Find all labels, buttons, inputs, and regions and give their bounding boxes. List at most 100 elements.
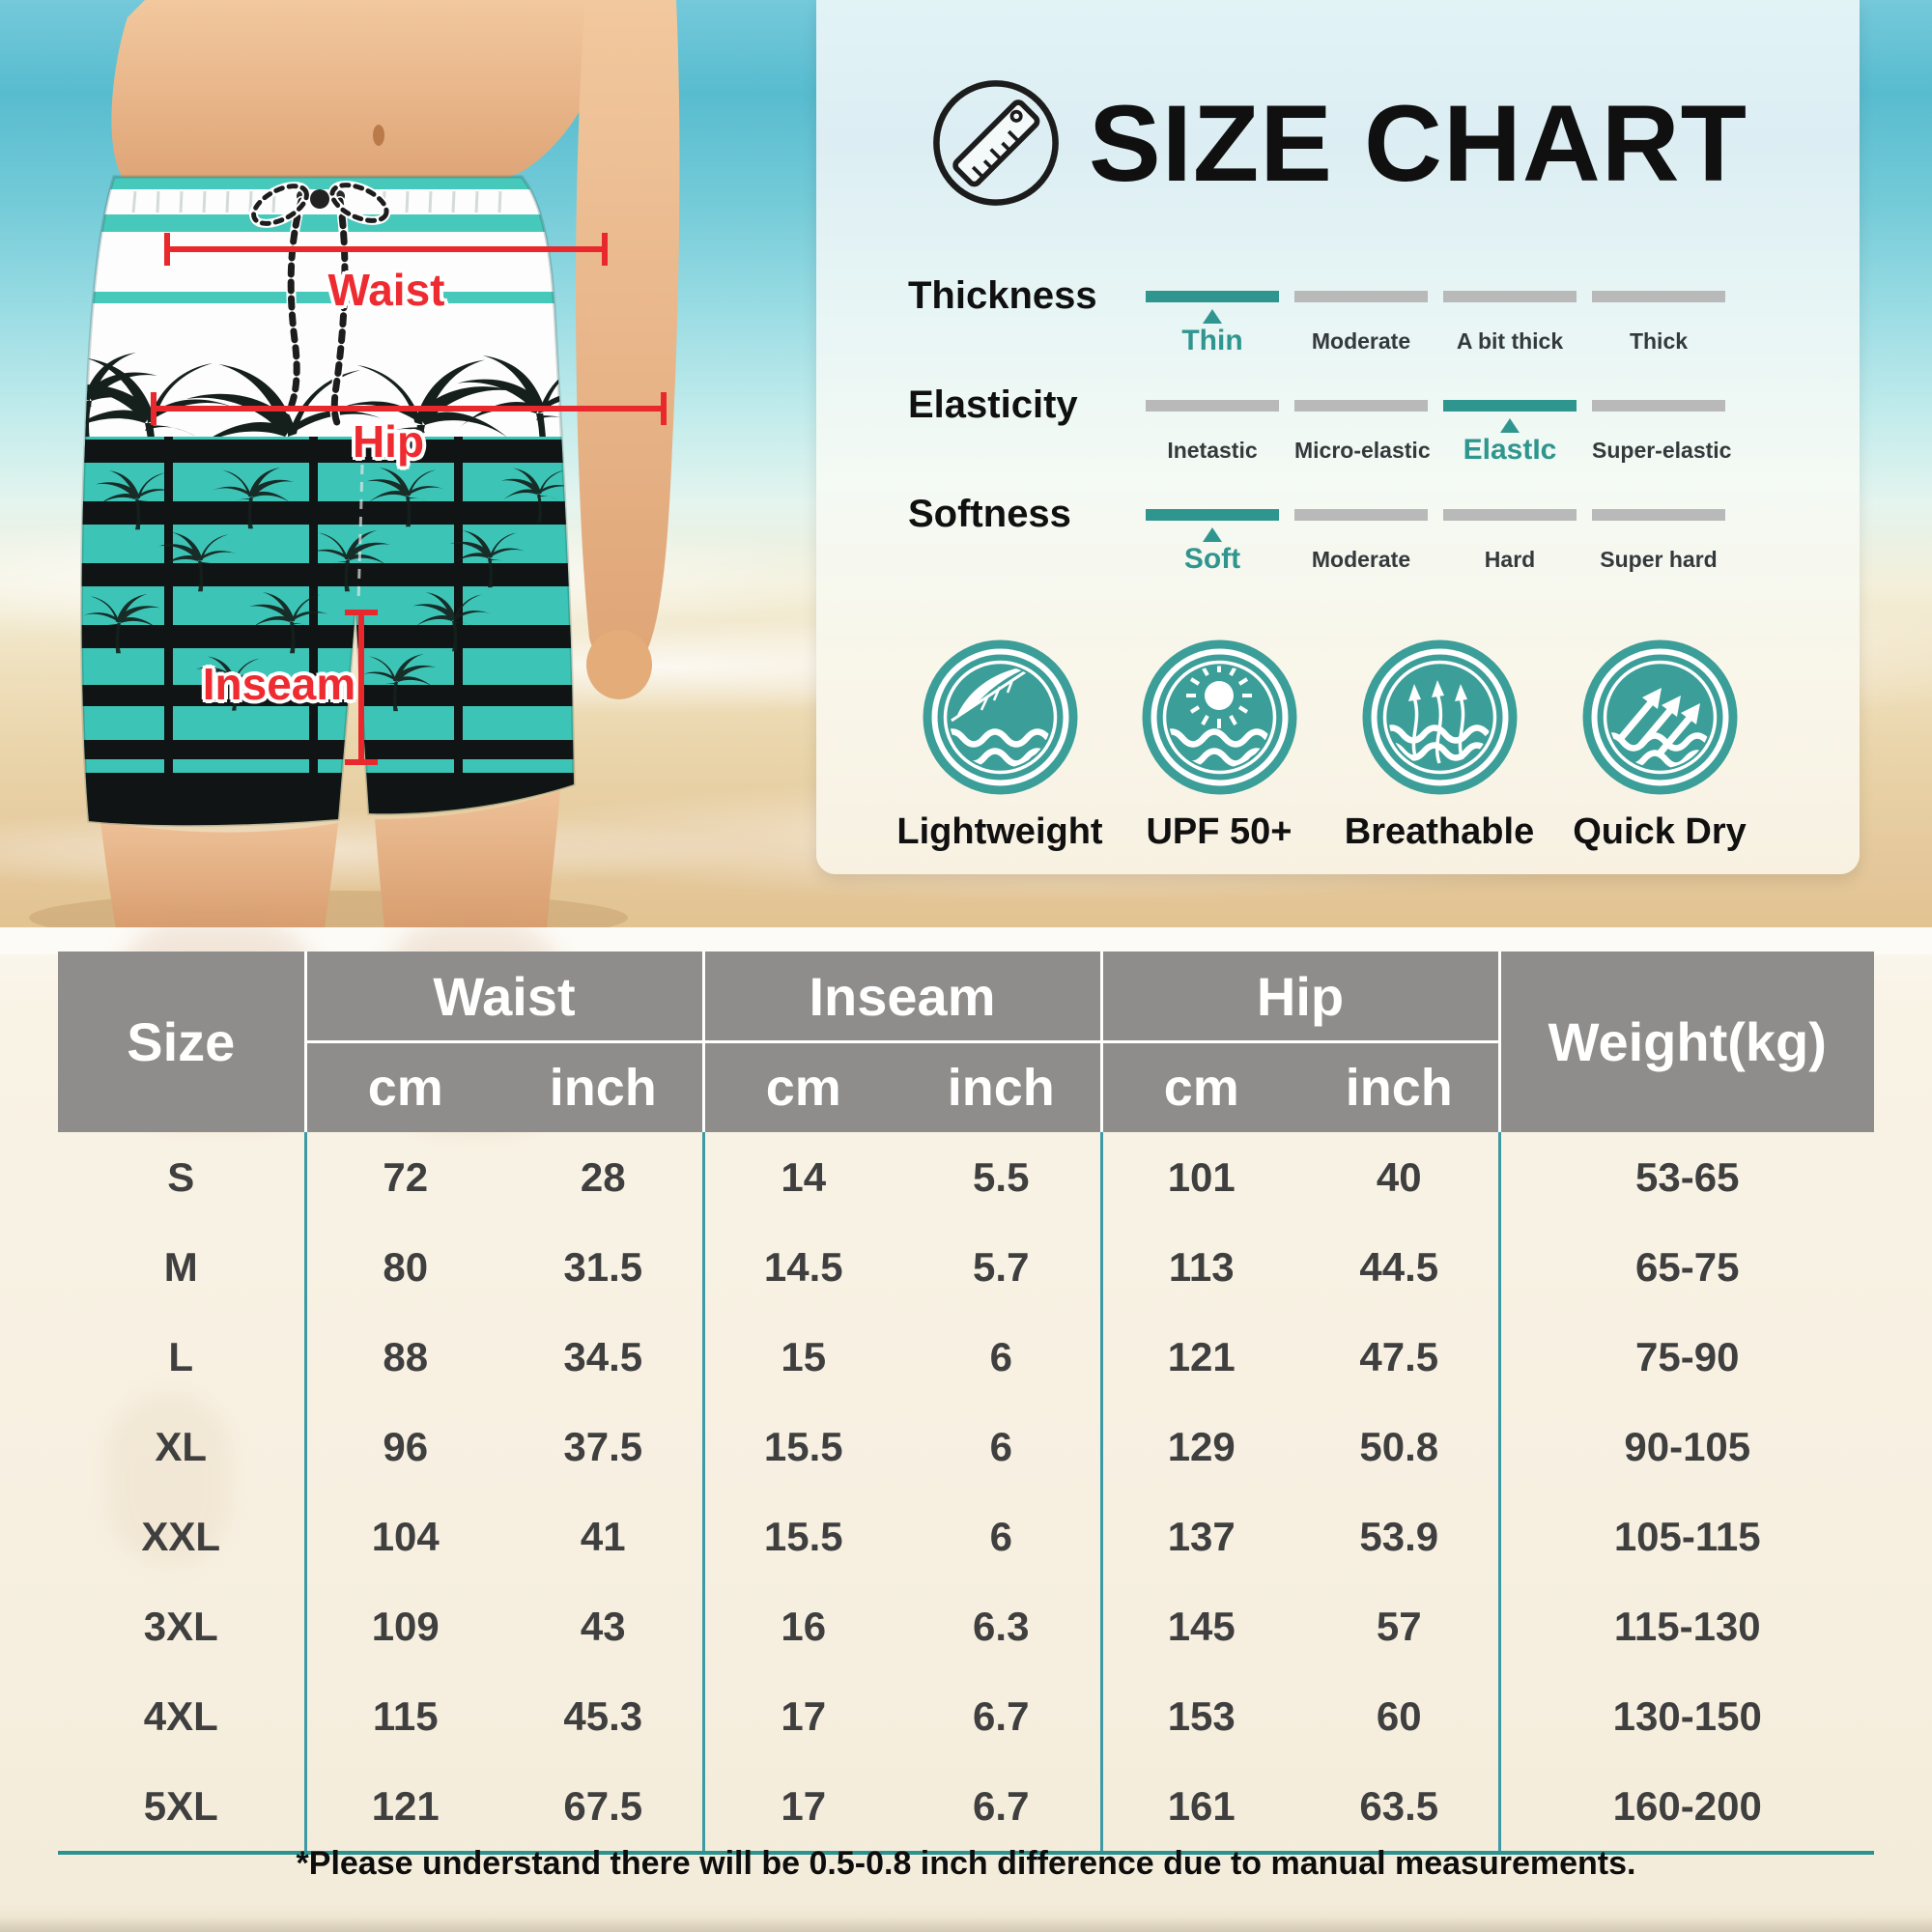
size-chart-panel: SIZE CHART Thickness Thin Moderate A bit… bbox=[816, 0, 1860, 874]
value-cell: 67.5 bbox=[504, 1761, 705, 1855]
value-cell: 17 bbox=[781, 1692, 827, 1739]
unit-header-inch: inch bbox=[902, 1041, 1103, 1132]
value-cell: 34.5 bbox=[504, 1312, 705, 1402]
attribute-option-label: Hard bbox=[1484, 547, 1536, 572]
value-cell: 6.7 bbox=[902, 1671, 1103, 1761]
inseam-measure-line bbox=[345, 610, 378, 765]
attribute-option-label: Moderate bbox=[1311, 328, 1411, 354]
table-row: 3XL 109 43 16 6.3 145 57 115-130 bbox=[58, 1581, 1874, 1671]
value-cell: 57 bbox=[1300, 1581, 1501, 1671]
column-header-size: Size bbox=[58, 952, 307, 1132]
value-cell: 105-115 bbox=[1613, 1513, 1761, 1559]
value-cell: 5.5 bbox=[902, 1132, 1103, 1222]
unit-header-cm: cm bbox=[703, 1041, 902, 1132]
table-row: XL 96 37.5 15.5 6 129 50.8 90-105 bbox=[58, 1402, 1874, 1492]
value-cell: 14 bbox=[781, 1153, 827, 1200]
attribute-name: Thickness bbox=[908, 274, 1097, 317]
value-cell: 137 bbox=[1167, 1513, 1236, 1559]
model-hand bbox=[586, 630, 652, 699]
value-cell: 6.7 bbox=[902, 1761, 1103, 1855]
size-table-sheet: Size Waist Inseam Hip Weight(kg) cm inch… bbox=[0, 922, 1932, 1932]
size-cell: XXL bbox=[58, 1492, 307, 1581]
value-cell: 115 bbox=[372, 1692, 439, 1739]
table-row: 4XL 115 45.3 17 6.7 153 60 130-150 bbox=[58, 1671, 1874, 1761]
waist-measure-label: Waist bbox=[327, 265, 445, 315]
value-cell: 6 bbox=[902, 1492, 1103, 1581]
table-row: M 80 31.5 14.5 5.7 113 44.5 65-75 bbox=[58, 1222, 1874, 1312]
table-row: XXL 104 41 15.5 6 137 53.9 105-115 bbox=[58, 1492, 1874, 1581]
value-cell: 109 bbox=[371, 1603, 440, 1649]
swim-trunks bbox=[80, 175, 576, 827]
value-cell: 90-105 bbox=[1624, 1423, 1751, 1469]
attribute-option: Thin bbox=[1146, 269, 1279, 355]
level-bar bbox=[1146, 291, 1279, 302]
table-row: S 72 28 14 5.5 101 40 53-65 bbox=[58, 1132, 1874, 1222]
attribute-option: A bit thick bbox=[1443, 269, 1577, 355]
value-cell: 5.7 bbox=[902, 1222, 1103, 1312]
value-cell: 6.3 bbox=[902, 1581, 1103, 1671]
value-cell: 44.5 bbox=[1300, 1222, 1501, 1312]
level-bar bbox=[1146, 400, 1279, 412]
size-table: Size Waist Inseam Hip Weight(kg) cm inch… bbox=[58, 952, 1874, 1855]
ruler-icon bbox=[933, 80, 1059, 206]
value-cell: 63.5 bbox=[1300, 1761, 1501, 1855]
feature-label: Quick Dry bbox=[1573, 811, 1747, 852]
value-cell: 15.5 bbox=[763, 1513, 843, 1559]
size-cell: M bbox=[58, 1222, 307, 1312]
value-cell: 45.3 bbox=[504, 1671, 705, 1761]
value-cell: 129 bbox=[1167, 1423, 1236, 1469]
attribute-row-elasticity: Elasticity Inetastic Micro-elastic Elast… bbox=[908, 378, 1731, 465]
unit-header-cm: cm bbox=[305, 1041, 504, 1132]
model-arm bbox=[576, 0, 680, 668]
value-cell: 47.5 bbox=[1300, 1312, 1501, 1402]
feature-breathable: Breathable bbox=[1323, 638, 1555, 853]
level-bar bbox=[1443, 509, 1577, 521]
feather-waves-icon bbox=[923, 639, 1077, 795]
value-cell: 161 bbox=[1101, 1761, 1300, 1855]
feature-lightweight: Lightweight bbox=[884, 638, 1116, 853]
value-cell: 160-200 bbox=[1499, 1761, 1874, 1855]
size-cell: 3XL bbox=[58, 1581, 307, 1671]
level-bar bbox=[1294, 291, 1428, 302]
feature-upf50: UPF 50+ bbox=[1103, 638, 1335, 853]
table-row: 5XL 121 67.5 17 6.7 161 63.5 160-200 bbox=[58, 1761, 1874, 1855]
value-cell: 31.5 bbox=[504, 1222, 705, 1312]
value-cell: 53.9 bbox=[1300, 1492, 1501, 1581]
column-header-hip: Hip bbox=[1101, 952, 1501, 1043]
level-bar bbox=[1443, 400, 1577, 412]
feature-quick-dry: Quick Dry bbox=[1544, 638, 1776, 853]
value-cell: 75-90 bbox=[1635, 1333, 1740, 1379]
drawstring bbox=[249, 181, 391, 430]
attribute-option-label: Micro-elastic bbox=[1294, 438, 1431, 463]
value-cell: 16 bbox=[781, 1603, 827, 1649]
unit-header-cm: cm bbox=[1101, 1041, 1300, 1132]
feature-label: UPF 50+ bbox=[1146, 811, 1293, 852]
unit-header-inch: inch bbox=[1300, 1041, 1501, 1132]
value-cell: 153 bbox=[1167, 1692, 1236, 1739]
attribute-option: ElastIc bbox=[1443, 378, 1577, 465]
attribute-option: Moderate bbox=[1294, 487, 1428, 574]
value-cell: 80 bbox=[383, 1243, 429, 1290]
size-cell: L bbox=[58, 1312, 307, 1402]
value-cell: 121 bbox=[1167, 1333, 1236, 1379]
value-cell: 28 bbox=[504, 1132, 705, 1222]
attribute-name: Softness bbox=[908, 493, 1071, 535]
value-cell: 60 bbox=[1300, 1671, 1501, 1761]
value-cell: 104 bbox=[371, 1513, 440, 1559]
model-torso bbox=[111, 0, 618, 180]
waist-measure-line bbox=[164, 233, 608, 266]
size-cell: 5XL bbox=[58, 1761, 307, 1855]
attribute-option: Super hard bbox=[1592, 487, 1725, 574]
hip-measure-line bbox=[151, 392, 667, 425]
active-marker-icon bbox=[1203, 309, 1222, 324]
value-cell: 15.5 bbox=[763, 1423, 843, 1469]
table-row: L 88 34.5 15 6 121 47.5 75-90 bbox=[58, 1312, 1874, 1402]
attribute-name: Elasticity bbox=[908, 384, 1078, 426]
level-bar bbox=[1294, 509, 1428, 521]
feature-label: Lightweight bbox=[896, 811, 1103, 852]
page-title: SIZE CHART bbox=[1089, 82, 1747, 204]
attribute-option-label: Thick bbox=[1629, 328, 1689, 354]
value-cell: 113 bbox=[1168, 1243, 1235, 1290]
level-bar bbox=[1592, 291, 1725, 302]
stripe-pattern bbox=[81, 437, 574, 826]
